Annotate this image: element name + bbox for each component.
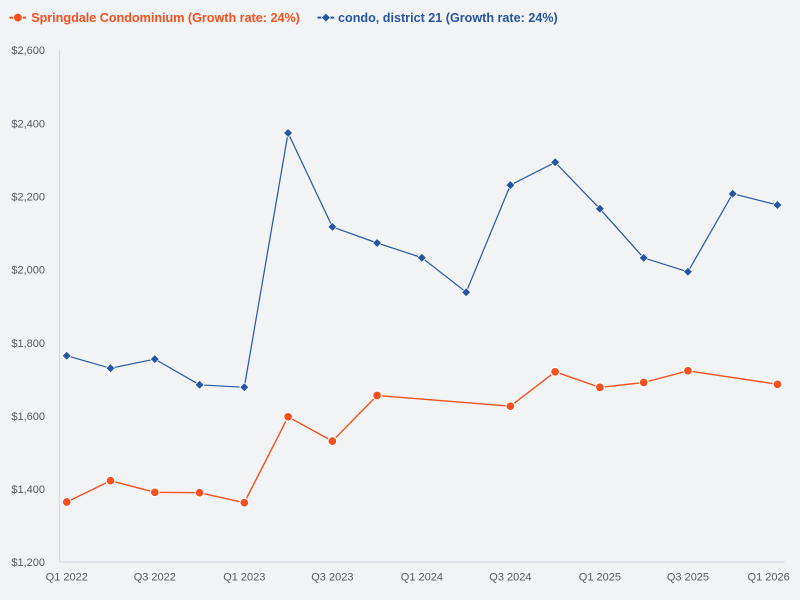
svg-text:$2,000: $2,000 <box>11 265 45 277</box>
svg-text:$2,200: $2,200 <box>11 192 45 204</box>
svg-text:Q1 2022: Q1 2022 <box>46 572 88 584</box>
svg-text:condo, district 21 (Growth rat: condo, district 21 (Growth rate: 24%) <box>338 11 558 25</box>
svg-text:$2,600: $2,600 <box>11 45 45 57</box>
svg-text:$1,600: $1,600 <box>11 411 45 423</box>
svg-text:$2,400: $2,400 <box>11 118 45 130</box>
svg-text:Q1 2026: Q1 2026 <box>748 572 790 584</box>
svg-text:$1,200: $1,200 <box>11 557 45 569</box>
svg-text:Q1 2023: Q1 2023 <box>223 572 265 584</box>
svg-text:Q1 2024: Q1 2024 <box>401 572 443 584</box>
svg-text:Q3 2022: Q3 2022 <box>134 572 176 584</box>
svg-text:$1,400: $1,400 <box>11 484 45 496</box>
svg-text:Springdale Condominium (Growth: Springdale Condominium (Growth rate: 24%… <box>31 11 300 25</box>
svg-text:Q3 2024: Q3 2024 <box>489 572 531 584</box>
svg-text:$1,800: $1,800 <box>11 338 45 350</box>
svg-text:Q3 2023: Q3 2023 <box>311 572 353 584</box>
svg-text:Q3 2025: Q3 2025 <box>667 572 709 584</box>
svg-text:Q1 2025: Q1 2025 <box>579 572 621 584</box>
